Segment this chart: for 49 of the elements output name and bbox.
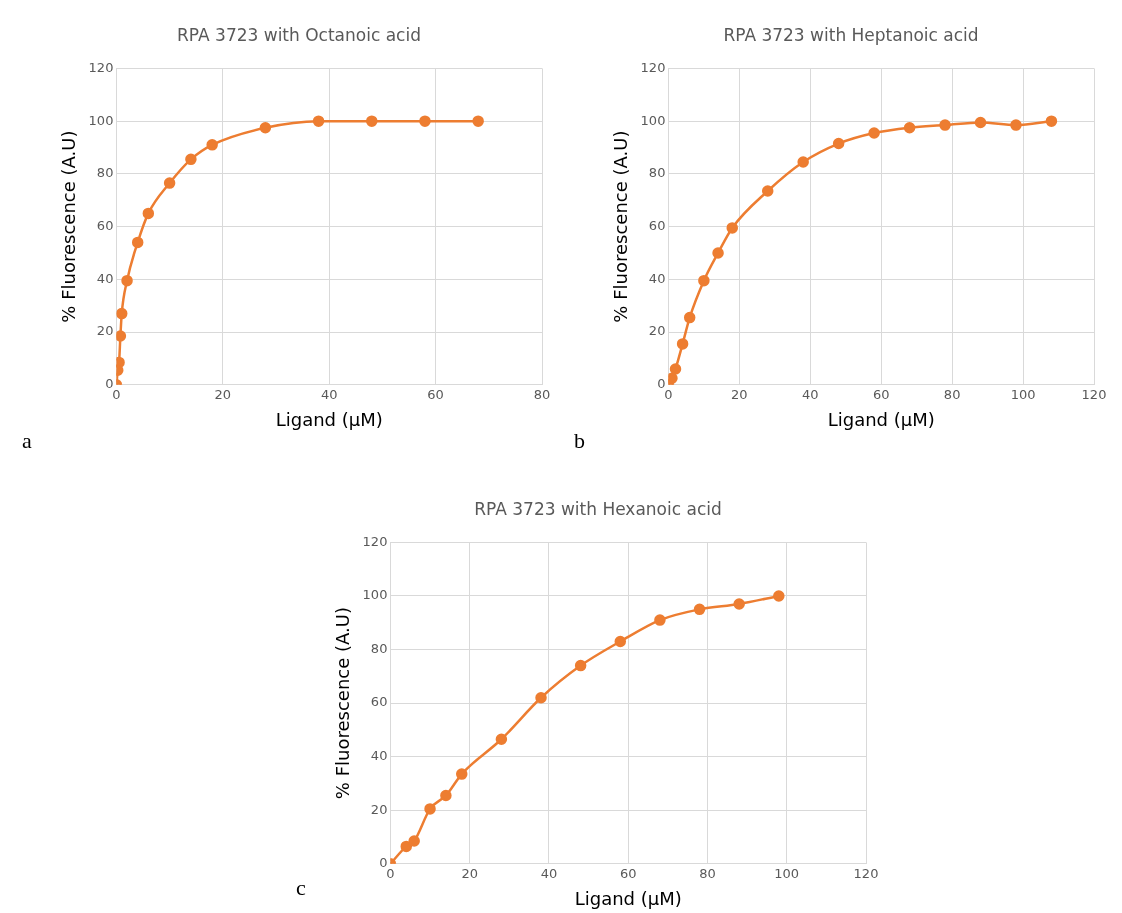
y-tick-label: 80 [648, 165, 666, 181]
y-tick-label: 80 [370, 640, 388, 656]
x-tick-label: 20 [214, 386, 232, 402]
x-tick-label: 60 [427, 386, 444, 402]
text: a [22, 428, 32, 454]
x-tick-label: 120 [853, 865, 879, 881]
x-tick-label: 100 [774, 865, 800, 881]
x-axis-title: Ligand (μM) [827, 408, 935, 430]
x-tick-label: 20 [731, 386, 748, 402]
x-tick-label: 80 [943, 386, 961, 402]
y-tick-label: 0 [379, 855, 388, 871]
x-tick-label: 40 [320, 386, 338, 402]
x-tick-label: 40 [540, 865, 558, 881]
text: c [296, 875, 306, 901]
y-tick-label: 40 [370, 748, 388, 764]
y-tick-label: 60 [96, 217, 114, 233]
y-tick-label: 60 [370, 694, 388, 710]
x-tick-label: 40 [802, 386, 819, 402]
y-tick-label: 0 [657, 376, 666, 392]
y-tick-label: 120 [640, 59, 666, 75]
y-axis-title: % Fluorescence (A.U) [332, 607, 354, 800]
y-tick-label: 120 [362, 533, 388, 549]
y-tick-label: 0 [105, 376, 114, 392]
chart-title: RPA 3723 with Hexanoic acid [474, 498, 722, 519]
x-axis-title: Ligand (μM) [275, 408, 383, 430]
y-tick-label: 100 [88, 112, 114, 128]
x-axis-title: Ligand (μM) [574, 887, 682, 909]
y-tick-label: 100 [640, 112, 666, 128]
chart-title: RPA 3723 with Heptanoic acid [723, 24, 979, 45]
y-axis-title: % Fluorescence (A.U) [58, 130, 80, 323]
x-tick-label: 60 [619, 865, 637, 881]
text: b [574, 428, 585, 454]
y-axis-title: % Fluorescence (A.U) [610, 130, 632, 323]
y-tick-label: 120 [88, 59, 114, 75]
y-tick-label: 40 [648, 270, 666, 286]
y-tick-label: 20 [96, 323, 114, 339]
x-tick-label: 20 [461, 865, 478, 881]
y-tick-label: 100 [362, 587, 388, 603]
x-tick-label: 100 [1010, 386, 1036, 402]
y-tick-label: 60 [648, 217, 666, 233]
y-tick-label: 80 [96, 165, 114, 181]
x-tick-label: 60 [872, 386, 890, 402]
y-tick-label: 20 [370, 801, 388, 817]
x-tick-label: 80 [699, 865, 716, 881]
y-tick-label: 20 [648, 323, 666, 339]
chart-title: RPA 3723 with Octanoic acid [177, 24, 421, 45]
y-tick-label: 40 [96, 270, 114, 286]
x-tick-label: 120 [1081, 386, 1107, 402]
x-tick-label: 80 [533, 386, 551, 402]
